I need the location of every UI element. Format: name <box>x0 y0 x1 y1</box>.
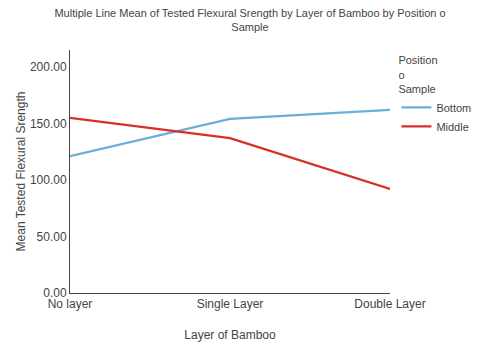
svg-text:50.00: 50.00 <box>37 230 67 244</box>
svg-text:Single Layer: Single Layer <box>197 297 264 311</box>
svg-text:PositionoSample: PositionoSample <box>398 54 437 95</box>
svg-text:200.00: 200.00 <box>30 60 67 74</box>
svg-text:Mean Tested Flexural Srength: Mean Tested Flexural Srength <box>14 92 28 252</box>
svg-text:Bottom: Bottom <box>436 102 471 114</box>
svg-text:Multiple Line Mean of Tested F: Multiple Line Mean of Tested Flexural Sr… <box>54 7 445 33</box>
svg-text:No layer: No layer <box>48 297 93 311</box>
svg-text:Middle: Middle <box>436 121 468 133</box>
svg-text:100.00: 100.00 <box>30 173 67 187</box>
svg-text:150.00: 150.00 <box>30 117 67 131</box>
svg-text:Layer of Bamboo: Layer of Bamboo <box>184 328 276 342</box>
svg-text:Double Layer: Double Layer <box>354 297 425 311</box>
svg-text:0.00: 0.00 <box>43 286 67 300</box>
